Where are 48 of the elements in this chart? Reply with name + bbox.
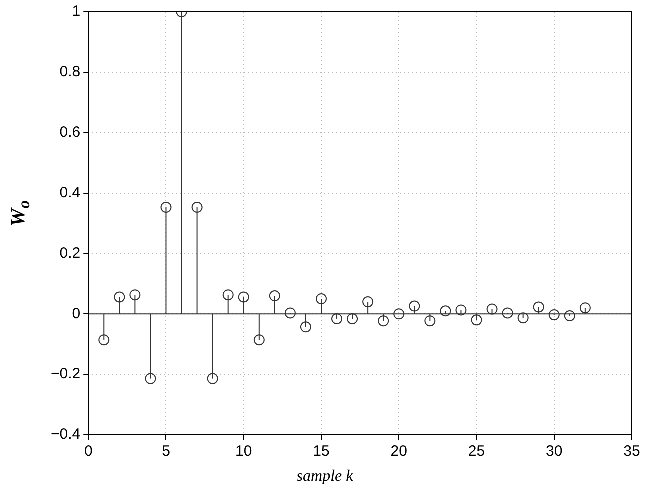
point (409, 300, 420, 312)
y-tick-label: −0.2 (50, 366, 81, 383)
y-tick-label: −0.4 (50, 426, 81, 444)
point (548, 310, 560, 321)
y-tick-label: 0 (72, 305, 81, 322)
point (269, 290, 280, 302)
point (222, 290, 234, 301)
point (440, 306, 452, 317)
x-tick-label: 30 (546, 443, 563, 460)
point (254, 334, 265, 346)
point (130, 290, 141, 301)
point (471, 314, 482, 326)
point (98, 334, 110, 346)
point (145, 373, 156, 384)
point (332, 313, 343, 324)
point (456, 304, 467, 316)
point (284, 308, 296, 319)
y-tick-label: 0.2 (60, 244, 81, 262)
point (300, 322, 312, 333)
point (114, 292, 126, 303)
y-tick-label: 1 (72, 3, 81, 20)
point (502, 308, 514, 319)
point (207, 373, 218, 384)
point (486, 304, 498, 315)
x-tick-label: 5 (162, 443, 170, 460)
x-tick-label: 35 (624, 443, 640, 460)
x-tick-label: 20 (390, 443, 408, 460)
point (192, 202, 203, 213)
x-tick-label: 25 (468, 443, 486, 460)
point (362, 296, 374, 308)
point (564, 310, 576, 322)
point (160, 202, 172, 213)
y-tick-label: 0.6 (60, 124, 81, 141)
point (378, 316, 390, 327)
point (518, 312, 529, 324)
point (347, 313, 358, 324)
point (533, 302, 544, 313)
x-tick-label: 15 (313, 443, 330, 460)
point (238, 292, 250, 303)
y-tick-label: 0.8 (60, 64, 81, 81)
y-tick-label: 0.4 (60, 184, 81, 202)
point (316, 294, 327, 305)
x-tick-label: 0 (84, 443, 93, 460)
x-tick-label: 10 (236, 443, 252, 460)
point (394, 308, 405, 320)
point (580, 302, 591, 314)
x-axis-title: sample k (296, 468, 354, 486)
point (424, 316, 436, 327)
